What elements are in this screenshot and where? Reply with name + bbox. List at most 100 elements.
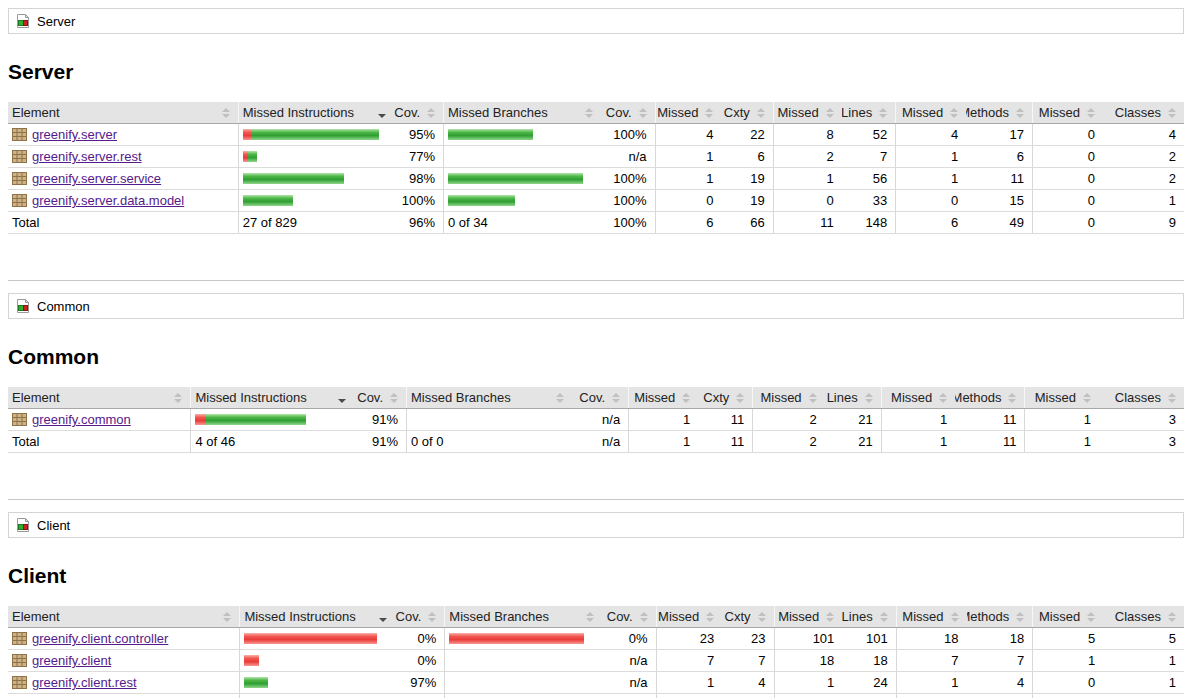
total-counter-cell: 11 [698, 431, 752, 453]
counter-cell: 3 [1099, 409, 1184, 431]
sort-up-arrow [1087, 108, 1095, 112]
column-header-missed[interactable]: Missed [1033, 102, 1104, 124]
column-header-missed-instructions[interactable]: Missed Instructions [238, 102, 394, 124]
column-header-missed[interactable]: Missed [896, 606, 966, 628]
sort-up-arrow [1008, 393, 1016, 397]
covered-bar-segment [206, 414, 306, 425]
coverage-bar-cell [444, 146, 602, 168]
column-header-label: Missed [902, 609, 943, 624]
column-header-missed-branches[interactable]: Missed Branches [445, 606, 602, 628]
sort-down-arrow [939, 399, 947, 403]
column-header-content: Missed [660, 105, 714, 120]
column-header-lines[interactable]: Lines [842, 606, 896, 628]
covered-bar-segment [243, 195, 293, 206]
total-row: Total4 of 4691%0 of 0n/a11122111113 [8, 431, 1184, 453]
sort-up-arrow [880, 612, 888, 616]
column-header-methods[interactable]: Methods [967, 606, 1033, 628]
package-link[interactable]: greenify.server.service [32, 171, 161, 186]
package-link[interactable]: greenify.common [32, 412, 131, 427]
column-header-missed-branches[interactable]: Missed Branches [444, 102, 602, 124]
counter-cell: 7 [967, 650, 1033, 672]
package-link[interactable]: greenify.server.rest [32, 149, 142, 164]
column-header-missed[interactable]: Missed [881, 387, 955, 409]
total-counter-cell: 1 [881, 431, 955, 453]
package-icon [12, 676, 27, 689]
sort-down-arrow [222, 114, 230, 118]
counter-cell: 1 [656, 672, 722, 694]
package-link[interactable]: greenify.server.data.model [32, 193, 184, 208]
sort-up-arrow [1168, 612, 1176, 616]
report-section: Server Server ElementMissed Instructions… [8, 8, 1184, 234]
element-cell: greenify.client.controller [8, 628, 240, 650]
coverage-percent-cell: 0% [602, 694, 656, 698]
column-header-missed[interactable]: Missed [774, 606, 842, 628]
column-header-missed[interactable]: Missed [896, 102, 967, 124]
total-counter-cell: 29 [967, 694, 1033, 698]
column-header-missed-branches[interactable]: Missed Branches [407, 387, 573, 409]
total-branches-cell: 0 of 0 [407, 431, 573, 453]
counter-cell: 22 [721, 124, 773, 146]
package-link[interactable]: greenify.client.rest [32, 675, 137, 690]
sort-down-arrow [865, 399, 873, 403]
counter-cell: 1 [1103, 672, 1184, 694]
counter-cell: 1 [1103, 190, 1184, 212]
column-header-missed[interactable]: Missed [1025, 387, 1099, 409]
column-header-lines[interactable]: Lines [825, 387, 882, 409]
total-counter-cell: 11 [955, 431, 1025, 453]
coverage-bar-cell [444, 124, 602, 146]
sort-arrows-icon [950, 108, 958, 118]
column-header-classes[interactable]: Classes [1103, 606, 1184, 628]
package-link[interactable]: greenify.client.controller [32, 631, 168, 646]
sort-up-arrow [223, 612, 231, 616]
sort-arrows-icon [705, 108, 713, 118]
counter-cell: 19 [721, 168, 773, 190]
column-header-classes[interactable]: Classes [1099, 387, 1184, 409]
sort-down-arrow [950, 114, 958, 118]
column-header-cov[interactable]: Cov. [394, 102, 444, 124]
sort-arrows-icon [1087, 612, 1095, 622]
column-header-missed[interactable]: Missed [753, 387, 825, 409]
element-cell: greenify.common [8, 409, 191, 431]
coverage-percent-cell: n/a [602, 672, 656, 694]
package-link[interactable]: greenify.server [32, 127, 117, 142]
column-header-cov[interactable]: Cov. [395, 606, 445, 628]
column-header-cxty[interactable]: Cxty [722, 606, 774, 628]
total-counter-cell: 49 [966, 212, 1032, 234]
package-icon [12, 150, 27, 163]
table-row: greenify.server.rest77%n/a16271602 [8, 146, 1184, 168]
total-counter-cell: 1 [1025, 431, 1099, 453]
column-header-methods[interactable]: Methods [966, 102, 1032, 124]
element-content: greenify.server [12, 127, 230, 142]
column-header-cov[interactable]: Cov. [354, 387, 406, 409]
column-header-missed[interactable]: Missed [655, 102, 721, 124]
sort-arrows-icon [639, 108, 647, 118]
sort-arrows-icon [1168, 108, 1176, 118]
package-icon [12, 194, 27, 207]
column-header-missed[interactable]: Missed [773, 102, 841, 124]
column-header-content: Missed [900, 105, 958, 120]
column-header-element[interactable]: Element [8, 387, 191, 409]
package-link[interactable]: greenify.client [32, 653, 111, 668]
sort-arrows-icon [736, 393, 744, 403]
column-header-cxty[interactable]: Cxty [698, 387, 752, 409]
column-header-missed[interactable]: Missed [629, 387, 699, 409]
coverage-percent-cell: 100% [601, 212, 655, 234]
column-header-lines[interactable]: Lines [842, 102, 896, 124]
column-header-element[interactable]: Element [8, 102, 238, 124]
column-header-cov[interactable]: Cov. [572, 387, 629, 409]
column-header-cxty[interactable]: Cxty [721, 102, 773, 124]
column-header-missed-instructions[interactable]: Missed Instructions [240, 606, 395, 628]
column-header-missed-instructions[interactable]: Missed Instructions [191, 387, 354, 409]
total-branches-cell: 10 of 10 [445, 694, 602, 698]
total-counter-cell: 3 [1099, 431, 1184, 453]
coverage-bar-cell [444, 168, 602, 190]
column-header-classes[interactable]: Classes [1103, 102, 1184, 124]
column-header-missed[interactable]: Missed [656, 606, 722, 628]
column-header-cov[interactable]: Cov. [602, 606, 656, 628]
column-header-element[interactable]: Element [8, 606, 240, 628]
coverage-table: ElementMissed InstructionsCov.Missed Bra… [8, 387, 1184, 453]
column-header-cov[interactable]: Cov. [601, 102, 655, 124]
column-header-missed[interactable]: Missed [1033, 606, 1103, 628]
column-header-methods[interactable]: Methods [955, 387, 1025, 409]
sort-up-arrow [1168, 393, 1176, 397]
